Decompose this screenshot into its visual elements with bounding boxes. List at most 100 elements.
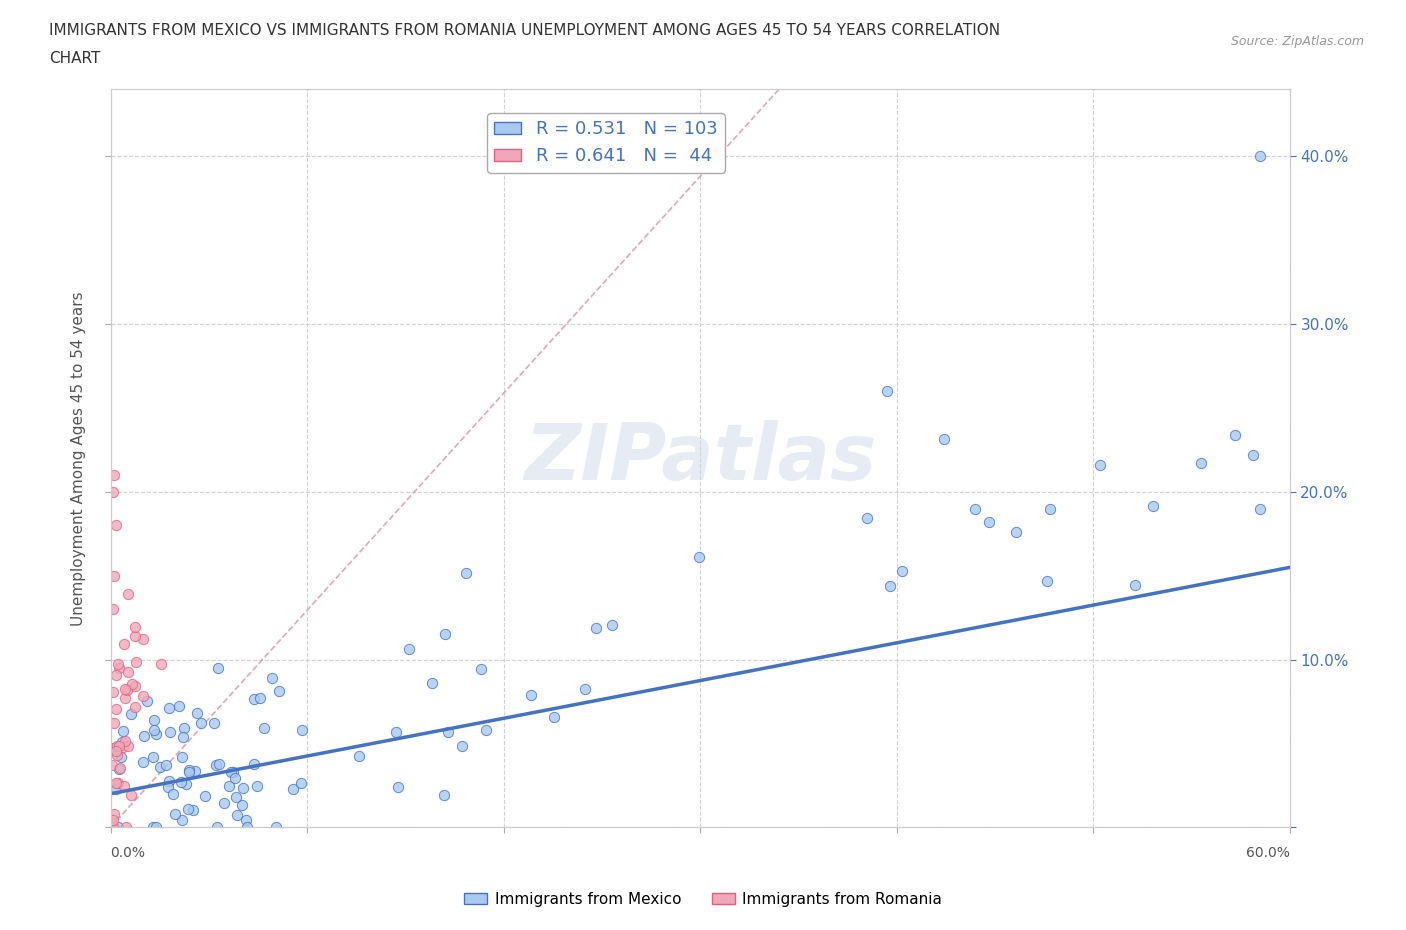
Point xyxy=(242,692,264,707)
Point xyxy=(112,636,135,651)
Point xyxy=(101,485,124,499)
Point xyxy=(235,813,257,828)
Point xyxy=(108,739,131,754)
Point xyxy=(281,781,304,796)
Point xyxy=(121,707,143,722)
Point xyxy=(269,684,291,698)
Point xyxy=(291,723,314,737)
Point xyxy=(159,724,181,739)
Point xyxy=(194,789,217,804)
Point xyxy=(218,778,240,793)
Point xyxy=(688,549,710,564)
Point xyxy=(117,587,139,602)
Point xyxy=(253,721,276,736)
Point xyxy=(470,662,492,677)
Point xyxy=(965,501,987,516)
Point xyxy=(170,750,193,764)
Point xyxy=(384,724,406,739)
Point xyxy=(117,665,139,680)
Point xyxy=(117,738,139,753)
Text: CHART: CHART xyxy=(49,51,101,66)
Text: IMMIGRANTS FROM MEXICO VS IMMIGRANTS FROM ROMANIA UNEMPLOYMENT AMONG AGES 45 TO : IMMIGRANTS FROM MEXICO VS IMMIGRANTS FRO… xyxy=(49,23,1000,38)
Point xyxy=(208,756,231,771)
Point xyxy=(177,802,200,817)
Point xyxy=(891,564,914,578)
Point xyxy=(231,798,253,813)
Point xyxy=(103,684,125,699)
Point xyxy=(207,819,229,834)
Point xyxy=(107,775,129,790)
Point xyxy=(135,693,157,708)
Point xyxy=(143,723,166,737)
Point xyxy=(103,568,125,583)
Point xyxy=(179,763,201,777)
Point xyxy=(104,668,127,683)
Y-axis label: Unemployment Among Ages 45 to 54 years: Unemployment Among Ages 45 to 54 years xyxy=(72,291,86,626)
Point xyxy=(347,748,370,763)
Point xyxy=(157,779,180,794)
Point xyxy=(105,738,128,753)
Point xyxy=(1241,447,1264,462)
Point xyxy=(520,687,543,702)
Point xyxy=(979,514,1001,529)
Point xyxy=(124,699,146,714)
Point xyxy=(142,713,165,728)
Point xyxy=(454,565,477,580)
Point xyxy=(115,683,138,698)
Point xyxy=(876,384,898,399)
Point xyxy=(104,743,127,758)
Point xyxy=(1142,498,1164,513)
Point xyxy=(543,710,565,724)
Point xyxy=(184,764,207,778)
Point xyxy=(451,739,474,754)
Point xyxy=(145,726,167,741)
Point xyxy=(165,807,187,822)
Point xyxy=(170,813,193,828)
Point xyxy=(172,729,194,744)
Point xyxy=(124,619,146,634)
Point xyxy=(120,788,142,803)
Point xyxy=(475,722,498,737)
Point xyxy=(1005,525,1028,539)
Point xyxy=(264,820,287,835)
Point xyxy=(1249,501,1271,516)
Point xyxy=(162,787,184,802)
Point xyxy=(600,618,623,632)
Point xyxy=(132,754,155,769)
Point xyxy=(108,660,131,675)
Point xyxy=(190,716,212,731)
Point xyxy=(1039,502,1062,517)
Point xyxy=(132,728,155,743)
Point xyxy=(111,735,134,750)
Point xyxy=(124,629,146,644)
Point xyxy=(108,761,131,776)
Point xyxy=(114,682,136,697)
Point xyxy=(157,701,180,716)
Point xyxy=(105,518,128,533)
Point xyxy=(132,632,155,647)
Point xyxy=(224,771,246,786)
Point xyxy=(103,806,125,821)
Point xyxy=(932,432,955,446)
Point xyxy=(232,780,254,795)
Point xyxy=(142,820,165,835)
Point xyxy=(169,698,191,713)
Point xyxy=(103,468,125,483)
Point xyxy=(290,776,312,790)
Point xyxy=(1125,578,1147,592)
Point xyxy=(100,816,122,830)
Point xyxy=(157,774,180,789)
Point xyxy=(1088,458,1111,472)
Point xyxy=(101,820,124,835)
Point xyxy=(222,764,245,779)
Point xyxy=(235,820,257,835)
Point xyxy=(114,734,136,749)
Point xyxy=(433,788,456,803)
Point xyxy=(107,657,129,671)
Point xyxy=(149,760,172,775)
Point xyxy=(104,776,127,790)
Point xyxy=(101,602,124,617)
Point xyxy=(181,803,204,817)
Point xyxy=(585,621,607,636)
Point xyxy=(107,762,129,777)
